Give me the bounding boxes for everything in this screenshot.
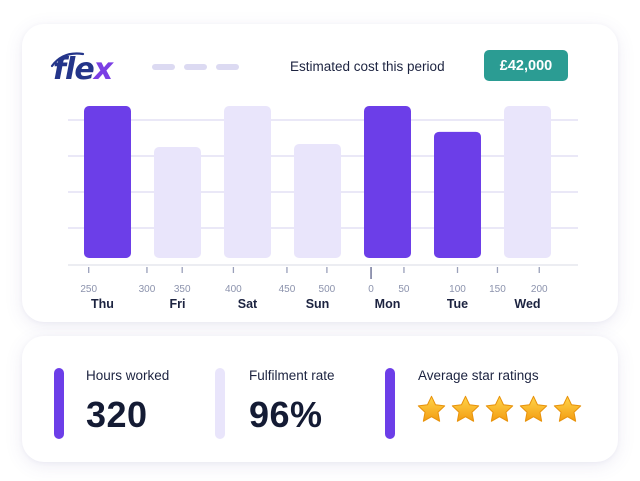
tick-label: 350 <box>174 284 191 295</box>
tick-label: 100 <box>449 284 466 295</box>
rating-label: Average star ratings <box>418 368 539 383</box>
hours-value: 320 <box>86 394 148 435</box>
star-icon <box>485 395 514 422</box>
tick-label: 400 <box>225 284 242 295</box>
day-label-tue: Tue <box>447 297 468 311</box>
star-icon <box>451 395 480 422</box>
flex-logo: flex <box>50 50 122 87</box>
cost-label: Estimated cost this period <box>290 59 445 74</box>
period-tab[interactable] <box>184 64 207 70</box>
day-label-sat: Sat <box>238 297 258 311</box>
tick-label: 450 <box>279 284 296 295</box>
day-label-mon: Mon <box>375 297 401 311</box>
bar-tue[interactable] <box>434 131 481 258</box>
tick-label: 150 <box>489 284 506 295</box>
tick-label: 250 <box>80 284 97 295</box>
logo-arc-icon <box>50 52 85 68</box>
chart-card: flex Estimated cost this period £42,000 … <box>22 24 618 322</box>
tick-label: 300 <box>139 284 156 295</box>
bar-fri[interactable] <box>154 147 201 258</box>
logo-text: flex <box>53 52 113 87</box>
bar-thu[interactable] <box>84 106 131 258</box>
bar-sat[interactable] <box>224 106 271 258</box>
bar-mon[interactable] <box>364 106 411 258</box>
tick-label: 0 <box>368 284 374 295</box>
cost-badge: £42,000 <box>484 50 568 81</box>
period-tabs <box>152 64 239 70</box>
fulfilment-indicator-bar <box>215 368 225 439</box>
day-label-sun: Sun <box>306 297 330 311</box>
hours-indicator-bar <box>54 368 64 439</box>
fulfilment-label: Fulfilment rate <box>249 368 335 383</box>
period-tab[interactable] <box>216 64 239 70</box>
star-rating <box>416 394 583 425</box>
day-label-wed: Wed <box>514 297 540 311</box>
bar-chart: 250 300 350 400 450 500 0 50 100 150 200 Thu Fri Sat… <box>68 106 578 311</box>
hours-label: Hours worked <box>86 368 170 383</box>
star-icon <box>553 395 582 422</box>
day-label-fri: Fri <box>170 297 186 311</box>
tick-label: 500 <box>319 284 336 295</box>
tick-label: 50 <box>398 284 410 295</box>
bar-wed[interactable] <box>504 106 551 258</box>
day-label-thu: Thu <box>91 297 114 311</box>
star-icon <box>417 395 446 422</box>
period-tab[interactable] <box>152 64 175 70</box>
rating-indicator-bar <box>385 368 395 439</box>
tick-label: 200 <box>531 284 548 295</box>
stats-card: Hours worked 320 Fulfilment rate 96% Ave… <box>22 336 618 462</box>
fulfilment-value: 96% <box>249 394 323 435</box>
bar-sun[interactable] <box>294 144 341 258</box>
star-icon <box>519 395 548 422</box>
